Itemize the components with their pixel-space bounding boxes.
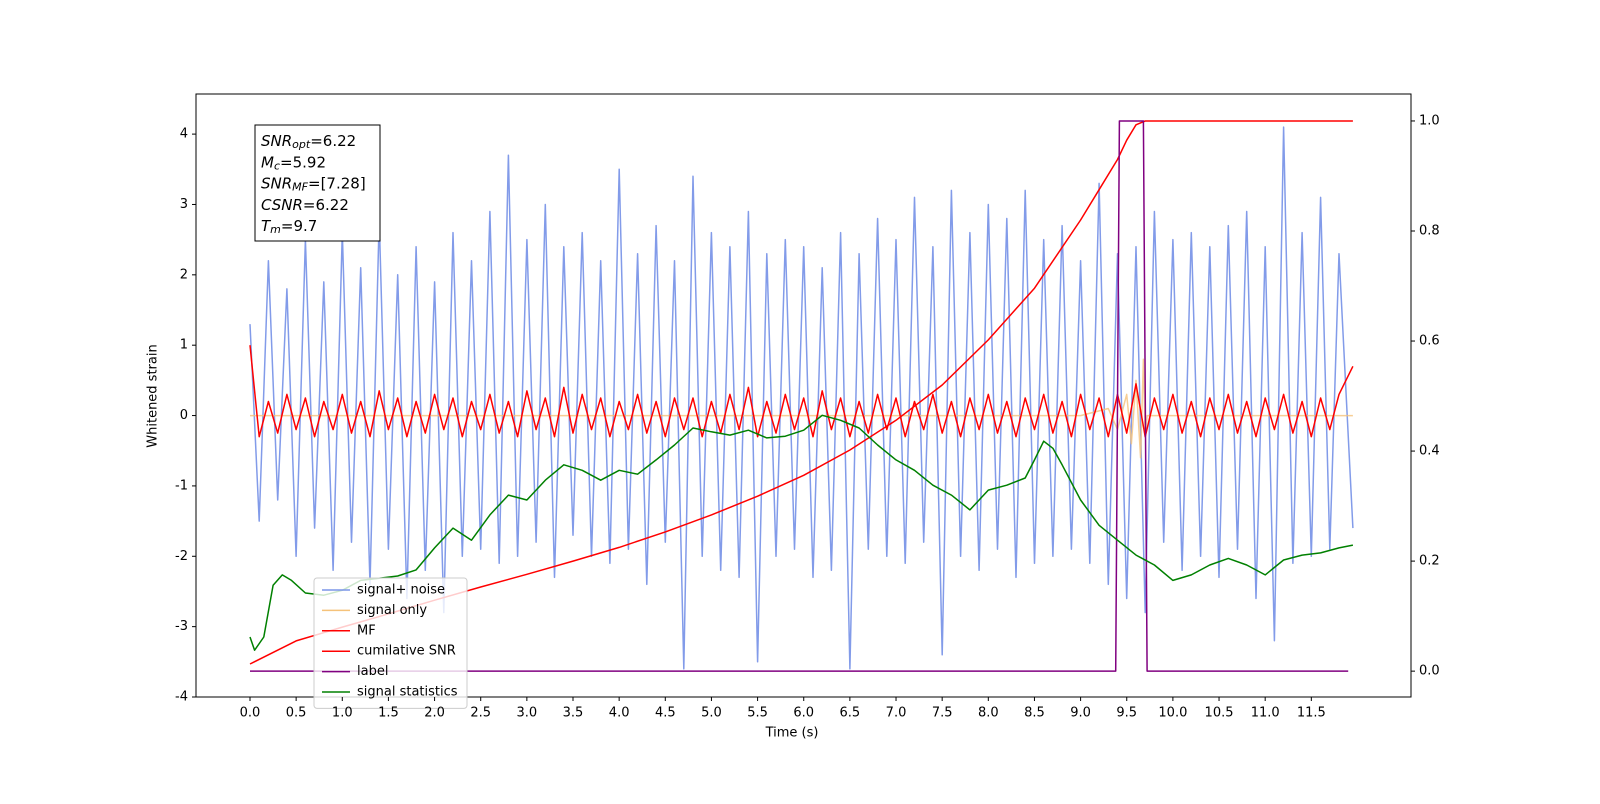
y-axis-label: Whitened strain	[146, 344, 161, 447]
legend-box	[313, 577, 468, 709]
annotation-line: SNRMF=[7.28]	[261, 174, 366, 194]
annotation-symbol: SNR	[261, 174, 292, 192]
x-tick-label: 4.0	[609, 706, 630, 721]
annotation-subscript: MF	[292, 181, 308, 194]
x-tick-label: 10.5	[1205, 706, 1234, 721]
annotation-line: SNRopt=6.22	[261, 132, 356, 152]
x-tick-label: 2.5	[470, 706, 491, 721]
y2-tick-label: 1.0	[1419, 113, 1440, 128]
annotation-line: Mc=5.92	[261, 153, 326, 173]
annotation-symbol: T	[261, 217, 272, 235]
y-tick-label: -3	[175, 619, 188, 634]
legend: signal+ noise signal only MF cumilative SNR…	[313, 577, 468, 709]
y2-tick-label: 0.4	[1419, 444, 1440, 459]
y-tick-label: 1	[180, 338, 188, 353]
x-tick-label: 8.0	[978, 706, 999, 721]
x-tick-label: 5.0	[701, 706, 722, 721]
annotation-subscript: c	[274, 159, 280, 172]
annotation-value: =5.92	[280, 153, 326, 171]
legend-label: signal only	[357, 603, 427, 618]
annotation-line: CSNR=6.22	[261, 195, 349, 213]
x-tick-label: 1.0	[332, 706, 353, 721]
x-tick-label: 7.0	[886, 706, 907, 721]
series-line	[249, 345, 1354, 438]
y-tick-label: -2	[175, 549, 188, 564]
legend-label: cumilative SNR	[357, 644, 456, 659]
x-tick-label: 8.5	[1024, 706, 1045, 721]
x-tick-label: 3.0	[517, 706, 538, 721]
annotation: SNRopt=6.22Mc=5.92SNRMF=[7.28]CSNR=6.22T…	[261, 132, 366, 237]
y2-tick-label: 0.6	[1419, 334, 1440, 349]
x-axis-label: Time (s)	[765, 726, 819, 741]
x-tick-label: 0.5	[286, 706, 307, 721]
x-tick-label: 9.0	[1070, 706, 1091, 721]
x-tick-label: 9.5	[1116, 706, 1137, 721]
x-tick-label: 11.5	[1297, 706, 1326, 721]
y-tick-label: 3	[180, 197, 188, 212]
y-tick-label: 2	[180, 267, 188, 282]
annotation-symbol: SNR	[261, 132, 292, 150]
annotation-value: =[7.28]	[308, 174, 366, 192]
y-tick-label: 0	[180, 408, 188, 423]
annotation-box	[254, 124, 381, 242]
annotation-value: =6.22	[303, 195, 349, 213]
x-tick-label: 3.5	[563, 706, 584, 721]
annotation-subscript: m	[270, 223, 281, 236]
legend-label: MF	[357, 623, 376, 638]
x-tick-label: 10.0	[1158, 706, 1187, 721]
x-tick-label: 5.5	[747, 706, 768, 721]
x-tick-label: 4.5	[655, 706, 676, 721]
series-line	[249, 126, 1354, 670]
series-line	[249, 414, 1354, 651]
y-tick-label: 4	[180, 127, 188, 142]
annotation-line: Tm=9.7	[261, 217, 317, 237]
x-tick-label: 7.5	[932, 706, 953, 721]
series-line	[250, 120, 1349, 672]
y2-tick-label: 0.2	[1419, 554, 1440, 569]
legend-label: signal+ noise	[357, 583, 445, 598]
y2-tick-label: 0.8	[1419, 223, 1440, 238]
legend-label: signal statistics	[357, 685, 458, 700]
x-tick-label: 11.0	[1251, 706, 1280, 721]
annotation-symbol: M	[261, 153, 274, 171]
annotation-subscript: opt	[292, 138, 311, 151]
y-tick-label: -4	[175, 690, 188, 705]
legend-label: label	[357, 664, 388, 679]
annotation-symbol: CSNR	[261, 195, 303, 213]
x-tick-label: 6.0	[793, 706, 814, 721]
x-tick-label: 1.5	[378, 706, 399, 721]
y-tick-label: -1	[175, 478, 188, 493]
x-tick-label: 2.0	[424, 706, 445, 721]
y2-tick-label: 0.0	[1419, 664, 1440, 679]
x-tick-label: 6.5	[840, 706, 861, 721]
annotation-value: =9.7	[281, 217, 317, 235]
x-tick-label: 0.0	[240, 706, 261, 721]
annotation-value: =6.22	[310, 132, 356, 150]
